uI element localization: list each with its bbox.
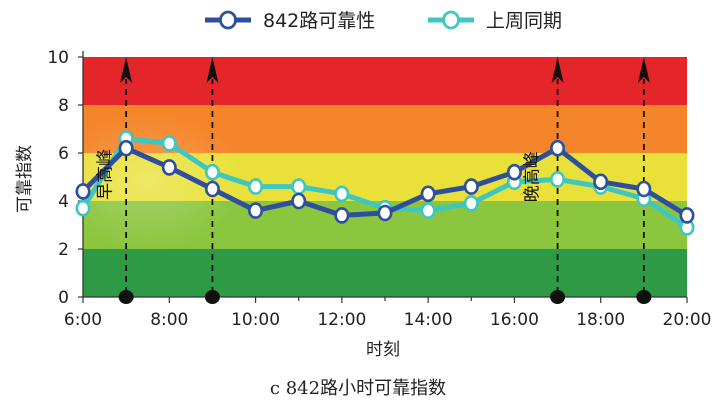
data-point bbox=[204, 163, 220, 181]
arrow-head-icon bbox=[120, 57, 133, 83]
x-tick-label: 16:00 bbox=[490, 310, 539, 330]
y-tick-label: 8 bbox=[58, 96, 69, 116]
peak-dot bbox=[636, 290, 652, 304]
x-tick-label: 18:00 bbox=[576, 310, 625, 330]
data-point bbox=[593, 173, 609, 191]
annotation-char: 早 bbox=[96, 183, 116, 200]
legend-marker bbox=[219, 10, 237, 30]
y-tick-label: 2 bbox=[58, 240, 69, 260]
legend-item-0: 842路可靠性 bbox=[205, 10, 375, 32]
data-point bbox=[75, 199, 91, 217]
data-point bbox=[420, 202, 436, 219]
legend-label: 842路可靠性 bbox=[263, 10, 375, 32]
band-glow bbox=[52, 111, 243, 252]
legend-label: 上周同期 bbox=[486, 10, 562, 32]
annotation-char: 晚 bbox=[523, 185, 543, 202]
data-point bbox=[334, 185, 350, 203]
data-point bbox=[248, 202, 264, 219]
data-point bbox=[420, 185, 436, 203]
data-point bbox=[463, 195, 479, 212]
data-point bbox=[334, 207, 350, 224]
annotation-char: 峰 bbox=[96, 149, 116, 166]
band-4 bbox=[83, 57, 687, 105]
data-point bbox=[75, 183, 91, 200]
annotation-0: 早高峰 bbox=[96, 149, 116, 200]
data-point bbox=[463, 178, 479, 195]
peak-dot bbox=[204, 290, 220, 304]
data-point bbox=[118, 139, 134, 157]
y-tick-label: 4 bbox=[58, 192, 69, 212]
x-tick-label: 20:00 bbox=[663, 310, 712, 330]
data-point bbox=[161, 159, 177, 176]
y-tick-label: 0 bbox=[58, 288, 69, 308]
annotation-1: 晚高峰 bbox=[523, 151, 543, 202]
y-tick-label: 10 bbox=[47, 48, 69, 68]
x-axis-title: 时刻 bbox=[366, 340, 400, 360]
y-tick-label: 6 bbox=[58, 144, 69, 164]
legend-item-1: 上周同期 bbox=[428, 10, 562, 32]
x-tick-label: 6:00 bbox=[64, 310, 102, 330]
data-point bbox=[550, 171, 566, 188]
x-tick-label: 12:00 bbox=[317, 310, 366, 330]
data-point bbox=[291, 178, 307, 195]
arrow-head-icon bbox=[551, 57, 564, 83]
band-0 bbox=[83, 249, 687, 297]
peak-dot bbox=[118, 290, 134, 304]
data-point bbox=[161, 135, 177, 152]
peak-dot bbox=[550, 290, 566, 304]
x-tick-label: 14:00 bbox=[404, 310, 453, 330]
arrow-head-icon bbox=[637, 57, 650, 83]
data-point bbox=[636, 180, 652, 198]
chart-caption: c 842路小时可靠指数 bbox=[270, 378, 446, 399]
data-point bbox=[291, 192, 307, 210]
annotation-char: 峰 bbox=[523, 151, 543, 168]
x-tick-label: 10:00 bbox=[231, 310, 280, 330]
annotation-char: 高 bbox=[96, 166, 116, 183]
x-tick-label: 8:00 bbox=[150, 310, 188, 330]
data-point bbox=[506, 163, 522, 181]
data-point bbox=[248, 178, 264, 195]
annotation-char: 高 bbox=[523, 168, 543, 185]
arrow-head-icon bbox=[206, 57, 219, 83]
data-point bbox=[550, 139, 566, 157]
legend-marker bbox=[442, 10, 460, 30]
y-axis-title: 可靠指数 bbox=[15, 145, 35, 213]
data-point bbox=[377, 204, 393, 222]
data-point bbox=[204, 180, 220, 198]
data-point bbox=[679, 207, 695, 224]
